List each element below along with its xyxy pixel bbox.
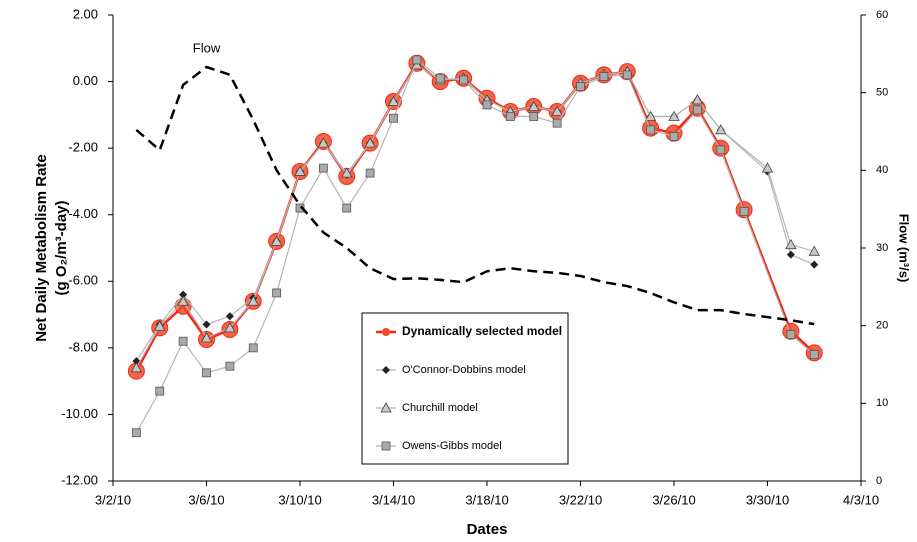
point [576, 82, 585, 91]
point [364, 137, 376, 148]
point [669, 132, 679, 141]
point [808, 245, 820, 256]
x-axis-title: Dates [467, 521, 508, 538]
point [482, 100, 492, 110]
x-tick-label: 3/14/10 [372, 492, 415, 507]
y-tick-label: -8.00 [68, 339, 98, 354]
x-tick-label: 3/2/10 [95, 492, 131, 507]
flow-line [135, 65, 815, 326]
point [272, 288, 282, 298]
x-tick-label: 3/18/10 [465, 492, 508, 507]
point [739, 206, 749, 216]
point [318, 163, 328, 173]
y2-axis-title: Flow (m³/s) [897, 214, 912, 283]
point [646, 125, 656, 135]
x-tick-label: 4/3/10 [843, 492, 879, 507]
legend-marker [381, 441, 391, 451]
y2-tick-label: 0 [876, 475, 882, 487]
point [761, 162, 774, 173]
point [224, 322, 236, 333]
point [528, 100, 540, 111]
point [202, 368, 211, 378]
point [131, 428, 141, 438]
point [412, 55, 422, 65]
y-tick-label: 2.00 [73, 6, 98, 21]
x-tick-label: 3/22/10 [559, 492, 602, 507]
legend-marker [382, 366, 390, 374]
point [692, 105, 702, 115]
y-tick-label: -4.00 [68, 206, 98, 221]
legend-marker [382, 328, 390, 336]
x-tick-label: 3/30/10 [746, 492, 789, 507]
point [389, 113, 398, 123]
y2-tick-label: 10 [876, 397, 888, 409]
point [668, 110, 680, 121]
point [785, 238, 797, 250]
point [786, 250, 795, 259]
point [622, 70, 632, 80]
point [270, 235, 283, 246]
legend-label: Dynamically selected model [402, 324, 562, 338]
point [247, 295, 259, 306]
x-tick-label: 3/6/10 [188, 492, 224, 507]
legend-marker [380, 402, 392, 413]
point [715, 124, 727, 135]
y-axis-title: (g O₂/m³-day) [53, 201, 70, 296]
point [178, 336, 188, 346]
point [786, 330, 796, 339]
x-tick-label: 3/26/10 [652, 492, 695, 507]
y2-tick-label: 50 [876, 87, 888, 99]
point [248, 343, 258, 353]
point [551, 105, 563, 116]
point [202, 320, 211, 329]
point [459, 75, 469, 85]
point [809, 350, 819, 359]
point [317, 137, 330, 148]
point [179, 290, 188, 299]
point [435, 73, 445, 83]
point [599, 72, 609, 81]
point [155, 386, 165, 396]
y-tick-label: -10.00 [61, 406, 98, 421]
point [810, 260, 819, 269]
y-tick-label: -2.00 [68, 140, 98, 155]
point [341, 167, 353, 178]
y-tick-label: -6.00 [68, 273, 98, 288]
point [387, 95, 400, 106]
point [154, 320, 166, 331]
y-tick-label: 0.00 [73, 73, 98, 88]
y2-tick-label: 30 [876, 242, 888, 254]
point [691, 94, 704, 105]
point [342, 203, 352, 213]
point [225, 312, 234, 321]
point [552, 118, 562, 128]
point [294, 165, 306, 176]
y2-tick-label: 60 [876, 9, 888, 21]
y2-tick-label: 20 [876, 320, 888, 332]
point [177, 295, 189, 306]
point [200, 332, 213, 343]
point [505, 112, 515, 121]
y2-tick-label: 40 [876, 164, 888, 176]
legend-label: Owens-Gibbs model [402, 440, 502, 452]
point [130, 362, 143, 373]
point [644, 110, 657, 121]
legend-box [361, 312, 569, 465]
point [225, 361, 235, 371]
x-tick-label: 3/10/10 [278, 492, 321, 507]
point [529, 112, 539, 121]
point [716, 145, 726, 155]
point [365, 168, 375, 178]
series-annotation: Flow [193, 40, 221, 55]
legend-label: O'Connor-Dobbins model [402, 364, 526, 376]
y-axis-title: Net Daily Metabolism Rate [33, 154, 50, 342]
y-tick-label: -12.00 [61, 472, 98, 487]
legend-label: Churchill model [402, 402, 478, 414]
